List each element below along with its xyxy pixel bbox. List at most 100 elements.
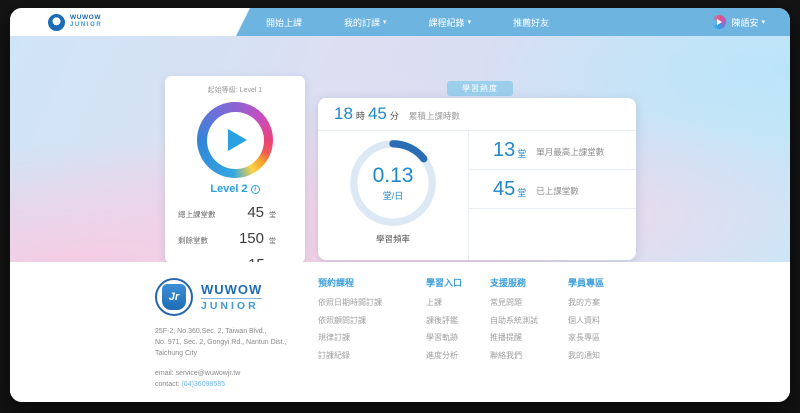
footer-column-member: 學員專區 我的方案 個人資料 家長專區 我的通知 (568, 276, 638, 367)
stat-label: 總上課堂數 (178, 210, 216, 219)
footer-link[interactable]: 依照日期時間訂課 (318, 298, 382, 307)
hours-value: 18 (334, 104, 353, 123)
gauge-svg (350, 140, 436, 226)
app-window: WUWOW JUNIOR 開始上課 我的訂課 ▾ 課程紀錄 ▾ 推薦好友 (10, 8, 790, 402)
gauge-caption: 學習頻率 (375, 234, 410, 244)
stat-label: 已上課堂數 (536, 186, 579, 196)
navbar-logo-area[interactable]: WUWOW JUNIOR (10, 8, 250, 36)
brand-line1: WUWOW (70, 14, 102, 22)
footer-link[interactable]: 我的方案 (568, 298, 600, 307)
hero-section: 起始等級: Level 1 Level 2 i 總上課堂數 45 堂 剩餘堂數 (10, 36, 790, 285)
stat-value: 45 (247, 204, 264, 221)
user-name: 陳語安 (731, 17, 759, 28)
nav-menu: 開始上課 我的訂課 ▾ 課程紀錄 ▾ 推薦好友 (266, 8, 549, 36)
avatar (712, 15, 727, 29)
info-icon[interactable]: i (250, 184, 260, 194)
start-level-label: 起始等級: Level 1 (207, 87, 263, 94)
column-title[interactable]: 支援服務 (490, 278, 527, 288)
footer-shield-icon: Jr (155, 278, 193, 316)
footer-column-booking: 預約課程 依照日期時間訂課 依照顧問訂課 規律訂課 訂課紀錄 (318, 276, 426, 367)
column-title[interactable]: 學習入口 (426, 278, 463, 288)
footer-link-columns: 預約課程 依照日期時間訂課 依照顧問訂課 規律訂課 訂課紀錄 學習入口 上課 課… (318, 276, 638, 367)
stat-row-monthly-max: 13 堂 單月最高上課堂數 (469, 131, 636, 170)
footer-brand-line2: JUNIOR (201, 300, 259, 312)
brand-shield-icon (48, 14, 65, 31)
stat-label: 單月最高上課堂數 (536, 147, 605, 157)
footer-link[interactable]: 上課 (426, 298, 442, 307)
contact-label: contact: (155, 380, 182, 388)
stat-row-attended: 45 堂 已上課堂數 (469, 170, 636, 209)
navbar: WUWOW JUNIOR 開始上課 我的訂課 ▾ 課程紀錄 ▾ 推薦好友 (10, 8, 790, 36)
play-icon (228, 129, 247, 151)
level-progress-ring[interactable] (197, 102, 273, 178)
learning-summary-card: 18 時 45 分 累積上課時數 0.13 堂/日 (318, 98, 636, 260)
hours-caption: 累積上課時數 (408, 111, 460, 121)
hours-unit: 時 (355, 111, 365, 121)
contact-phone-link[interactable]: (04)36098585 (181, 380, 226, 388)
footer-link[interactable]: 家長專區 (568, 333, 600, 342)
footer-column-support: 支援服務 常見問題 自助系統測試 推播提醒 聯絡我們 (490, 276, 568, 367)
footer-contact-block: email: service@wuwowjr.tw contact: (04)3… (155, 368, 325, 390)
column-title[interactable]: 預約課程 (318, 278, 355, 288)
stat-row-total-classes: 總上課堂數 45 堂 (178, 204, 292, 221)
footer-link[interactable]: 推播提醒 (490, 333, 522, 342)
nav-item-class-records[interactable]: 課程紀錄 ▾ (429, 16, 472, 29)
footer-link[interactable]: 自助系統測試 (490, 315, 538, 325)
chevron-down-icon: ▾ (467, 18, 472, 26)
frequency-gauge: 0.13 堂/日 (346, 136, 440, 230)
footer-link[interactable]: 個人資料 (568, 315, 600, 325)
frequency-gauge-section: 0.13 堂/日 學習頻率 (318, 131, 469, 260)
nav-item-refer-friends[interactable]: 推薦好友 (513, 16, 549, 29)
stat-unit: 堂 (517, 187, 527, 198)
footer-link[interactable]: 課後評鑑 (426, 315, 458, 325)
chevron-down-icon: ▾ (761, 18, 765, 26)
footer-link[interactable]: 訂課紀錄 (318, 350, 350, 360)
nav-item-label: 推薦好友 (513, 17, 550, 28)
gauge-arc (350, 140, 436, 226)
accumulated-hours-row: 18 時 45 分 累積上課時數 (318, 98, 636, 131)
learning-heat-badge[interactable]: 學習熱度 (447, 81, 513, 96)
footer-link[interactable]: 常見問題 (490, 298, 522, 307)
minutes-unit: 分 (389, 111, 399, 121)
footer-link[interactable]: 聯絡我們 (490, 350, 522, 360)
footer-link[interactable]: 學習軌跡 (426, 333, 458, 342)
nav-item-start-class[interactable]: 開始上課 (266, 16, 302, 29)
footer-email: email: service@wuwowjr.tw (155, 369, 241, 377)
footer: Jr WUWOW JUNIOR 25F-2, No.360,Sec. 2, Ta… (10, 262, 790, 402)
brand-logo[interactable]: WUWOW JUNIOR (48, 14, 102, 31)
footer-link[interactable]: 依照顧問訂課 (318, 315, 366, 325)
user-menu[interactable]: 陳語安 ▾ (712, 8, 765, 36)
gauge-value: 0.13 (372, 164, 414, 187)
stat-value: 150 (238, 230, 264, 247)
stat-unit: 堂 (269, 212, 276, 219)
nav-item-label: 開始上課 (266, 17, 303, 28)
address-line: Taichung City (155, 350, 198, 358)
jr-badge: Jr (162, 284, 186, 310)
current-level-label: Level 2 (210, 183, 248, 195)
summary-stats-section: 13 堂 單月最高上課堂數 45 堂 已上課堂數 (469, 131, 636, 260)
footer-address: 25F-2, No.360,Sec. 2, Taiwan Blvd., No. … (155, 326, 325, 360)
chevron-down-icon: ▾ (383, 18, 387, 26)
brand-name: WUWOW JUNIOR (70, 15, 102, 28)
play-icon (717, 19, 723, 25)
nav-item-label: 課程紀錄 (428, 17, 465, 28)
footer-brand-line1: WUWOW (201, 282, 263, 299)
footer-link[interactable]: 規律訂課 (318, 333, 350, 342)
stat-value: 13 (493, 138, 516, 161)
nav-item-label: 我的訂課 (344, 17, 381, 28)
brand-line2: JUNIOR (70, 22, 103, 29)
footer-column-learning: 學習入口 上課 課後評鑑 學習軌跡 進度分析 (426, 276, 490, 367)
play-button[interactable] (206, 111, 264, 169)
column-title[interactable]: 學員專區 (568, 278, 605, 288)
footer-contact-line: contact: (04)36098585 (155, 379, 325, 390)
nav-item-my-bookings[interactable]: 我的訂課 ▾ (344, 16, 387, 29)
stat-unit: 堂 (517, 148, 527, 159)
stat-row-remaining-classes: 剩餘堂數 150 堂 (178, 230, 292, 247)
address-line: 25F-2, No.360,Sec. 2, Taiwan Blvd., (155, 328, 267, 335)
footer-link[interactable]: 我的通知 (568, 350, 600, 360)
address-line: No. 971, Sec. 2, Gongyi Rd., Nantun Dist… (155, 339, 287, 347)
footer-link[interactable]: 進度分析 (426, 350, 458, 360)
minutes-value: 45 (367, 104, 387, 123)
level-card: 起始等級: Level 1 Level 2 i 總上課堂數 45 堂 剩餘堂數 (165, 76, 305, 273)
footer-logo[interactable]: Jr WUWOW JUNIOR (155, 278, 325, 316)
